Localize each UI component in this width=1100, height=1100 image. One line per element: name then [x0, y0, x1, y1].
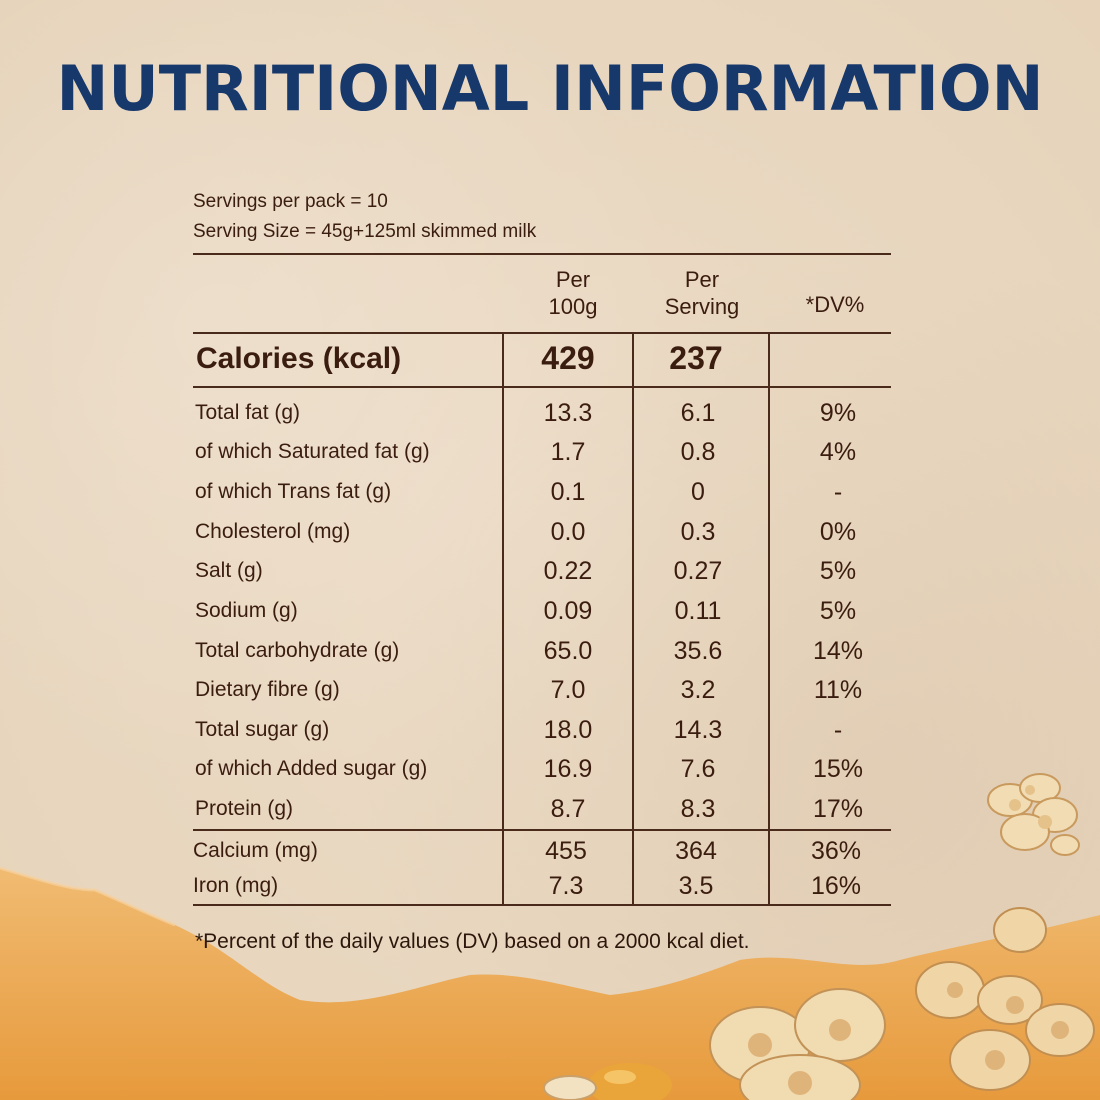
per-serving-value: 7.6	[680, 755, 716, 783]
table-row: Salt (g) 0.22 0.27 5%	[195, 551, 895, 591]
per-serving-value: 3.2	[680, 676, 716, 704]
table-row: Total fat (g) 13.3 6.1 9%	[195, 393, 895, 433]
mineral-label: Iron (mg)	[193, 874, 279, 897]
dv-value: 14%	[812, 637, 864, 665]
nutrient-label: Sodium (g)	[195, 599, 298, 622]
per-100g-value: 13.3	[543, 399, 593, 427]
per-serving-value: 0.3	[680, 518, 716, 546]
table-row: Dietary fibre (g) 7.0 3.2 11%	[195, 670, 895, 710]
per-serving-header: Per Serving	[664, 267, 740, 319]
nutrient-label: Salt (g)	[195, 559, 263, 582]
calories-bottom-rule	[193, 386, 891, 388]
column-divider	[632, 334, 634, 904]
table-row: of which Added sugar (g) 16.9 7.6 15%	[195, 749, 895, 789]
per-100g-value: 455	[545, 837, 587, 865]
per-100g-value: 0.09	[543, 597, 593, 625]
honey-drop-image	[588, 1063, 672, 1100]
footnote: *Percent of the daily values (DV) based …	[195, 930, 750, 953]
nutrient-label: Total fat (g)	[195, 401, 301, 424]
calories-per-100g: 429	[541, 340, 595, 376]
dv-value: 36%	[810, 837, 862, 865]
dv-value: 17%	[812, 795, 864, 823]
dv-value: 5%	[819, 557, 857, 585]
per-100g-value: 0.22	[543, 557, 593, 585]
dv-value: 11%	[813, 676, 863, 704]
granola-cluster-image	[709, 988, 886, 1100]
per-serving-value: 0	[691, 478, 705, 506]
dv-value: 9%	[819, 399, 857, 427]
per-100g-value: 65.0	[543, 637, 593, 665]
per-100g-value: 1.7	[550, 438, 586, 466]
nutrient-label: Protein (g)	[195, 797, 294, 820]
nutrient-label: of which Added sugar (g)	[195, 757, 428, 780]
header-bottom-rule	[193, 332, 891, 334]
per-serving-value: 0.11	[674, 597, 722, 625]
table-row: Total carbohydrate (g) 65.0 35.6 14%	[195, 631, 895, 671]
table-top-rule	[193, 253, 891, 255]
serving-size: Serving Size = 45g+125ml skimmed milk	[193, 221, 537, 242]
per-100g-header: Per 100g	[548, 267, 598, 319]
nutrient-label: Dietary fibre (g)	[195, 678, 340, 701]
table-row: of which Saturated fat (g) 1.7 0.8 4%	[195, 432, 895, 472]
table-row: Protein (g) 8.7 8.3 17%	[195, 789, 895, 829]
servings-per-pack: Servings per pack = 10	[193, 191, 388, 212]
per-serving-value: 0.8	[680, 438, 716, 466]
per-100g-value: 0.0	[550, 518, 586, 546]
per-100g-value: 7.0	[550, 676, 586, 704]
calories-per-serving: 237	[669, 340, 723, 376]
per-serving-value: 364	[675, 837, 717, 865]
page-title: NUTRITIONAL INFORMATION	[56, 52, 1044, 125]
oat-flakes-image	[543, 1075, 597, 1100]
column-divider	[502, 334, 504, 904]
mineral-label: Calcium (mg)	[193, 839, 318, 862]
table-row: Sodium (g) 0.09 0.11 5%	[195, 591, 895, 631]
table-row: Iron (mg) 7.3 3.5 16%	[193, 866, 893, 906]
per-100g-value: 18.0	[543, 716, 593, 744]
nutrient-label: of which Saturated fat (g)	[195, 440, 430, 463]
minerals-top-rule	[193, 829, 891, 831]
table-row: of which Trans fat (g) 0.1 0 -	[195, 472, 895, 512]
per-serving-value: 6.1	[680, 399, 716, 427]
table-bottom-rule	[193, 904, 891, 906]
dv-value: 0%	[819, 518, 857, 546]
dv-value: 5%	[819, 597, 857, 625]
per-100g-value: 0.1	[550, 478, 586, 506]
granola-cluster-image	[915, 907, 1095, 1091]
per-serving-value: 3.5	[678, 872, 714, 900]
dv-value: 16%	[810, 872, 862, 900]
nutrient-label: Cholesterol (mg)	[195, 520, 351, 543]
nutrient-label: Total sugar (g)	[195, 718, 330, 741]
nutrient-label: Total carbohydrate (g)	[195, 639, 400, 662]
dv-value: -	[833, 478, 843, 506]
per-serving-value: 0.27	[673, 557, 723, 585]
table-row: Total sugar (g) 18.0 14.3 -	[195, 710, 895, 750]
table-row: Cholesterol (mg) 0.0 0.3 0%	[195, 512, 895, 552]
dv-value: 15%	[812, 755, 864, 783]
dv-value: 4%	[819, 438, 857, 466]
granola-cluster-image	[987, 773, 1080, 856]
calories-label: Calories (kcal)	[196, 342, 402, 375]
serving-info: Servings per pack = 10 Serving Size = 45…	[193, 187, 536, 247]
per-100g-value: 8.7	[550, 795, 586, 823]
dv-value: -	[833, 716, 843, 744]
dv-header: *DV%	[805, 292, 865, 317]
nutrient-label: of which Trans fat (g)	[195, 480, 392, 503]
per-100g-value: 7.3	[548, 872, 584, 900]
per-serving-value: 35.6	[673, 637, 723, 665]
table-row: Calcium (mg) 455 364 36%	[193, 831, 893, 871]
per-serving-value: 14.3	[673, 716, 723, 744]
column-divider	[768, 334, 770, 904]
per-100g-value: 16.9	[543, 755, 593, 783]
per-serving-value: 8.3	[680, 795, 716, 823]
